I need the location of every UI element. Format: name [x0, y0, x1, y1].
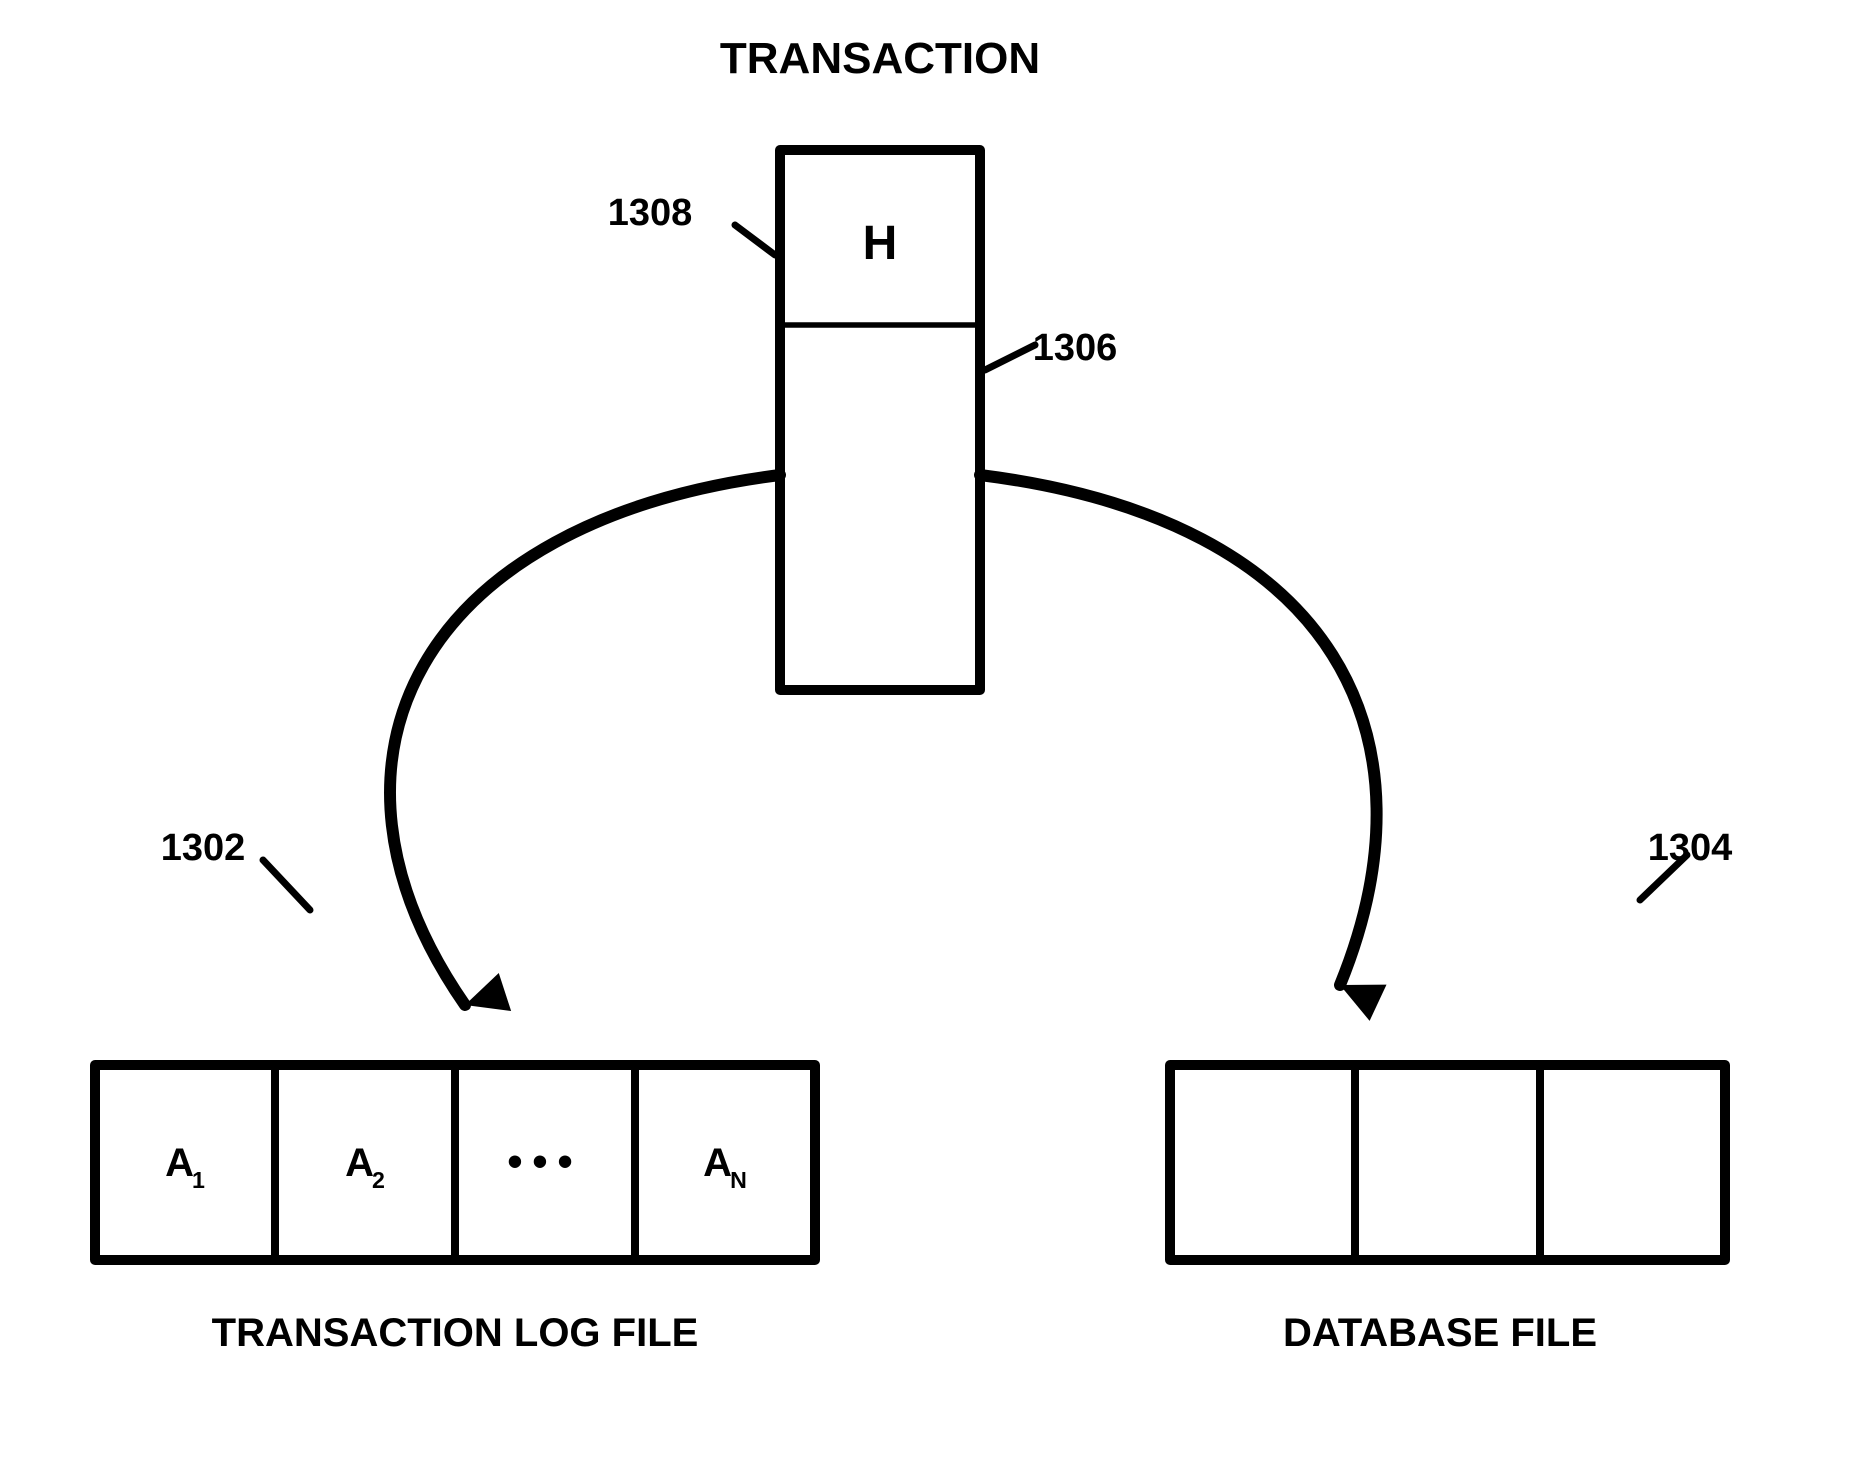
ref-1306: 1306: [675, 327, 1475, 370]
db-file-title: DATABASE FILE: [1040, 1311, 1840, 1356]
ref-1308: 1308: [250, 192, 1050, 235]
transaction-title: TRANSACTION: [480, 34, 1280, 84]
log-cell-AN: AN: [525, 1141, 925, 1186]
ref-1304: 1304: [1290, 827, 1873, 870]
log-file-title: TRANSACTION LOG FILE: [55, 1311, 855, 1356]
ref-1302: 1302: [0, 827, 603, 870]
